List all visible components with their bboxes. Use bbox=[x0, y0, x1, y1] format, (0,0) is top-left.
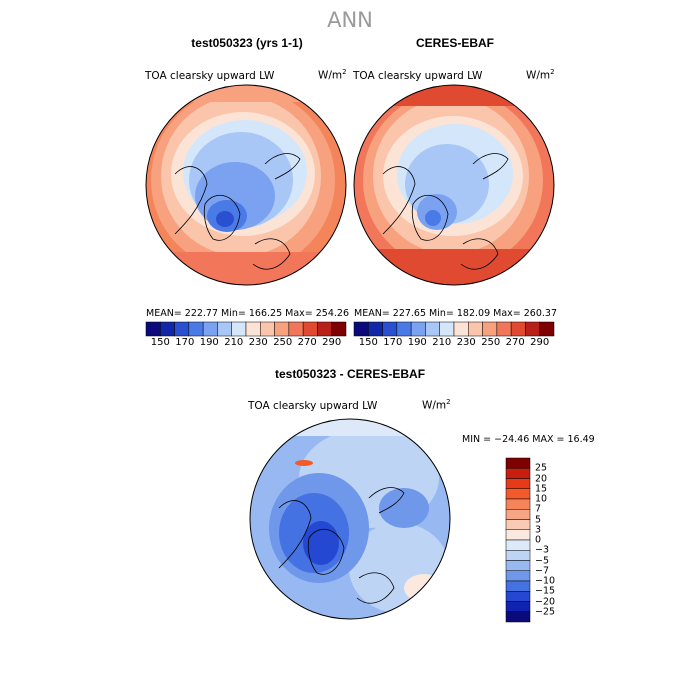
colorbar-swatch bbox=[202, 321, 218, 337]
panel-2-title: CERES-EBAF bbox=[415, 36, 494, 50]
diff-panel-colorbar-ticks: 25 20 15 10 7 5 3 0 −3 −5 −7 −10 −15 −20 −25 bbox=[535, 458, 575, 622]
colorbar-swatch bbox=[505, 560, 531, 571]
colorbar-tick-label: 5 bbox=[535, 514, 542, 525]
colorbar-swatch bbox=[505, 529, 531, 541]
colorbar-tick-label: 270 bbox=[505, 337, 525, 348]
colorbar-swatch bbox=[425, 321, 440, 337]
colorbar-swatch bbox=[505, 601, 531, 612]
colorbar-tick-label: 210 bbox=[432, 337, 452, 348]
colorbar-tick-label: 270 bbox=[297, 337, 317, 348]
colorbar-swatch bbox=[496, 321, 512, 337]
colorbar-tick-label: 10 bbox=[535, 493, 548, 505]
panel-2-colorbar bbox=[353, 321, 555, 337]
diff-panel-map bbox=[249, 418, 451, 620]
diff-panel-stats: MIN = −24.46 MAX = 16.49 bbox=[462, 434, 595, 445]
colorbar-swatch bbox=[382, 321, 398, 337]
colorbar-swatch bbox=[439, 321, 455, 337]
panel-1-variable-label: TOA clearsky upward LW bbox=[145, 70, 275, 82]
colorbar-swatch bbox=[410, 321, 426, 337]
colorbar-swatch bbox=[231, 321, 247, 337]
colorbar-swatch bbox=[505, 570, 531, 582]
colorbar-tick-label: 25 bbox=[535, 462, 548, 474]
colorbar-tick-label: 150 bbox=[358, 337, 378, 348]
colorbar-tick-label: 230 bbox=[456, 337, 476, 348]
colorbar-swatch bbox=[505, 591, 531, 602]
colorbar-tick-label: 250 bbox=[481, 337, 501, 348]
colorbar-swatch bbox=[510, 321, 526, 337]
colorbar-tick-label: −10 bbox=[535, 575, 556, 587]
colorbar-swatch bbox=[505, 457, 531, 469]
colorbar-tick-label: 290 bbox=[530, 337, 550, 348]
colorbar-swatch bbox=[174, 321, 190, 337]
colorbar-tick-label: 170 bbox=[383, 337, 403, 348]
colorbar-swatch bbox=[453, 321, 469, 337]
panel-1-stats: MEAN= 222.77 Min= 166.25 Max= 254.26 bbox=[146, 308, 350, 319]
colorbar-swatch bbox=[505, 550, 531, 561]
colorbar-swatch bbox=[188, 321, 204, 337]
diff-panel-colorbar bbox=[505, 457, 531, 623]
colorbar-tick-label: 0 bbox=[535, 534, 542, 546]
colorbar-swatch bbox=[539, 321, 555, 337]
colorbar-tick-label: −25 bbox=[535, 606, 556, 618]
colorbar-swatch bbox=[353, 321, 369, 337]
colorbar-tick-label: 170 bbox=[175, 337, 195, 348]
colorbar-swatch bbox=[245, 321, 261, 337]
colorbar-tick-label: −5 bbox=[535, 555, 550, 566]
colorbar-tick-label: 15 bbox=[535, 483, 548, 495]
colorbar-tick-label: 3 bbox=[535, 524, 542, 536]
colorbar-swatch bbox=[505, 478, 531, 489]
colorbar-swatch bbox=[505, 498, 531, 510]
colorbar-swatch bbox=[274, 321, 290, 337]
panel-1-map bbox=[145, 84, 347, 286]
colorbar-swatch bbox=[505, 509, 531, 520]
colorbar-swatch bbox=[505, 539, 531, 551]
colorbar-swatch bbox=[317, 321, 332, 337]
panel-1-units: W/m2 bbox=[318, 68, 347, 82]
colorbar-tick-label: 20 bbox=[535, 473, 548, 484]
diff-panel-variable-label: TOA clearsky upward LW bbox=[248, 400, 378, 412]
colorbar-tick-label: −7 bbox=[535, 565, 550, 577]
panel-2-stats: MEAN= 227.65 Min= 182.09 Max= 260.37 bbox=[354, 308, 558, 319]
colorbar-swatch bbox=[505, 580, 531, 592]
colorbar-tick-label: 190 bbox=[199, 337, 219, 348]
panel-2-colorbar-ticks: 150 170 190 210 230 250 270 290 bbox=[354, 337, 554, 349]
page-title: ANN bbox=[327, 8, 373, 32]
colorbar-swatch bbox=[302, 321, 318, 337]
colorbar-tick-label: 230 bbox=[248, 337, 268, 348]
colorbar-swatch bbox=[396, 321, 412, 337]
panel-2-variable-label: TOA clearsky upward LW bbox=[353, 70, 483, 82]
diff-panel-title: test050323 - CERES-EBAF bbox=[274, 367, 426, 381]
diff-panel-units: W/m2 bbox=[422, 398, 451, 412]
colorbar-tick-label: 150 bbox=[150, 337, 170, 348]
colorbar-swatch bbox=[505, 468, 531, 479]
colorbar-swatch bbox=[288, 321, 304, 337]
colorbar-swatch bbox=[217, 321, 232, 337]
colorbar-tick-label: 250 bbox=[273, 337, 293, 348]
colorbar-swatch bbox=[525, 321, 540, 337]
panel-1-title: test050323 (yrs 1-1) bbox=[191, 36, 303, 50]
colorbar-swatch bbox=[468, 321, 483, 337]
colorbar-swatch bbox=[505, 611, 531, 623]
colorbar-swatch bbox=[331, 321, 347, 337]
colorbar-tick-label: 7 bbox=[535, 503, 542, 515]
colorbar-swatch bbox=[260, 321, 275, 337]
colorbar-tick-label: 290 bbox=[322, 337, 342, 348]
panel-1-colorbar-ticks: 150 170 190 210 230 250 270 290 bbox=[146, 337, 346, 349]
colorbar-swatch bbox=[482, 321, 498, 337]
colorbar-swatch bbox=[505, 488, 531, 500]
panel-2-units: W/m2 bbox=[526, 68, 555, 82]
colorbar-swatch bbox=[160, 321, 175, 337]
colorbar-tick-label: −15 bbox=[535, 585, 556, 597]
colorbar-tick-label: 210 bbox=[224, 337, 244, 348]
colorbar-swatch bbox=[368, 321, 383, 337]
colorbar-swatch bbox=[145, 321, 161, 337]
colorbar-tick-label: −3 bbox=[535, 544, 550, 556]
panel-2-map bbox=[353, 84, 555, 286]
panel-1-colorbar bbox=[145, 321, 347, 337]
colorbar-tick-label: 190 bbox=[407, 337, 427, 348]
colorbar-swatch bbox=[505, 519, 531, 530]
colorbar-tick-label: −20 bbox=[535, 596, 556, 607]
